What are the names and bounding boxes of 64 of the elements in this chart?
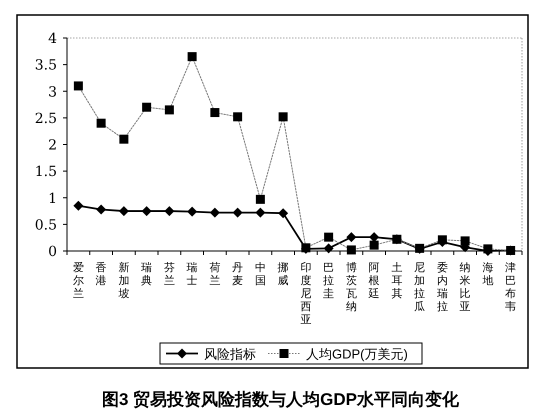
text: 图3 贸易投资风险指数与人均GDP水平同向变化 [102, 390, 460, 409]
y-tick-label: 1.5 [34, 164, 57, 180]
point [438, 235, 447, 244]
point [187, 206, 198, 217]
point [210, 108, 220, 118]
x-tick-label: 博茨瓦纳 [346, 261, 357, 313]
point [164, 105, 174, 114]
x-tick-label: 中国 [254, 261, 266, 287]
point [346, 232, 356, 242]
legend-label: 风险指标 [204, 346, 256, 362]
point [119, 134, 128, 144]
y-tick-label: 1 [48, 190, 57, 207]
y-tick-label: 0 [48, 244, 57, 260]
x-tick-label: 瑞士 [186, 261, 198, 287]
point [255, 208, 266, 218]
x-tick-label: 瑞典 [141, 261, 152, 287]
y-tick-label: 3.5 [34, 58, 57, 74]
point [118, 206, 129, 216]
x-tick-label: 纳米比亚 [460, 262, 471, 313]
y-tick-label: 2.5 [34, 110, 57, 127]
point [392, 234, 402, 244]
point [142, 206, 152, 216]
point [96, 204, 106, 214]
x-tick-label: 土耳其 [391, 261, 402, 300]
point [460, 236, 470, 246]
point [188, 52, 197, 62]
y-tick-label: 0.5 [34, 217, 57, 234]
y-tick-label: 2 [48, 138, 57, 154]
point [142, 102, 152, 112]
point [415, 244, 424, 253]
point [483, 244, 492, 254]
point [324, 243, 334, 254]
point [256, 194, 265, 204]
point [73, 200, 84, 211]
x-tick-label: 挪威 [278, 262, 289, 287]
point [233, 112, 242, 122]
x-tick-label: 印度尼西亚 [300, 261, 312, 326]
x-tick-label: 新加坡 [117, 261, 130, 300]
x-tick-label: 荷兰 [209, 261, 220, 287]
point [210, 208, 220, 218]
x-tick-label: 芬兰 [164, 261, 175, 287]
legend-label: 人均GDP(万美元) [306, 346, 408, 362]
y-tick-label: 3 [48, 84, 57, 100]
point [346, 245, 356, 254]
x-tick-label: 海地 [481, 262, 494, 287]
x-tick-label: 委内瑞拉 [436, 261, 448, 313]
x-tick-label: 阿根廷 [368, 262, 380, 300]
x-tick-label: 尼加拉瓜 [414, 262, 426, 313]
point [369, 232, 380, 242]
point [232, 208, 243, 218]
x-tick-label: 爱尔兰 [72, 261, 84, 300]
point [278, 208, 288, 218]
point [278, 112, 288, 122]
point [74, 81, 83, 90]
x-tick-label: 津巴布韦 [505, 261, 516, 313]
point [506, 246, 516, 255]
point [164, 206, 174, 216]
point [324, 232, 334, 242]
point [96, 118, 106, 128]
y-tick-label: 4 [48, 31, 58, 47]
point [370, 240, 379, 250]
x-tick-label: 巴拉圭 [323, 262, 334, 300]
x-tick-label: 丹麦 [232, 262, 244, 287]
x-tick-label: 香港 [96, 261, 107, 287]
